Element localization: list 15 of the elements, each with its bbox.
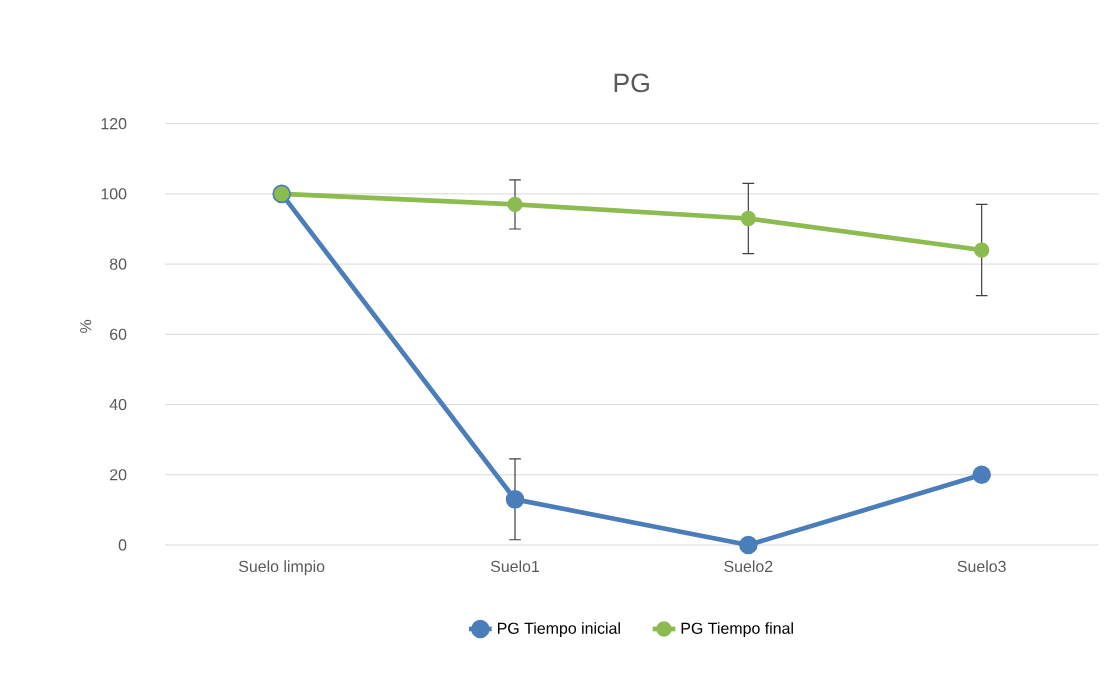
legend-label: PG Tiempo final [681, 622, 793, 638]
chart-title: PG [614, 73, 649, 93]
y-tick-label: 0 [118, 539, 127, 551]
x-tick-label: Suelo3 [957, 560, 1006, 573]
y-tick-label: 120 [101, 118, 127, 130]
y-tick-label: 100 [101, 188, 127, 200]
y-axis-title: % [80, 319, 92, 333]
x-tick-label: Suelo2 [724, 560, 773, 573]
y-tick-label: 80 [109, 258, 127, 270]
legend-label: PG Tiempo inicial [497, 622, 620, 638]
y-tick-label: 40 [109, 398, 127, 411]
x-tick-label: Suelo1 [490, 560, 540, 573]
y-tick-label: 60 [110, 328, 127, 340]
x-tick-label: Suelo limpio [238, 560, 325, 576]
y-tick-label: 20 [110, 469, 127, 481]
